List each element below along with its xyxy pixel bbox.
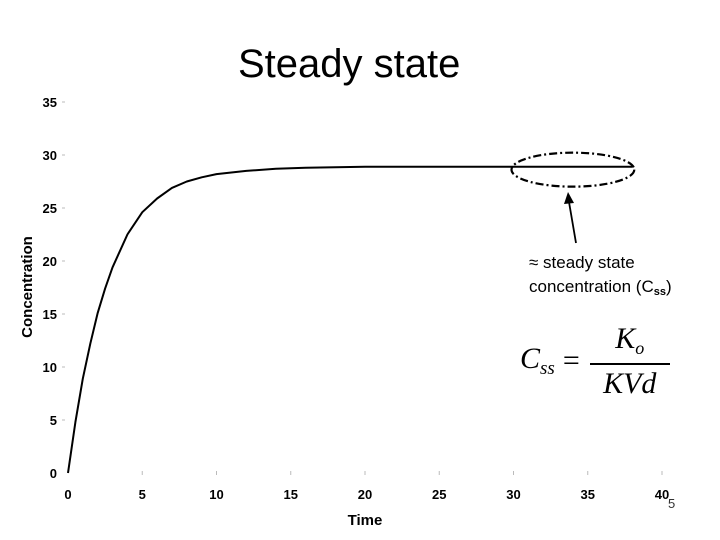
x-tick-label: 10 [209,487,223,502]
annotation-close-paren: ) [665,277,672,296]
axes [62,101,663,475]
y-tick-label: 15 [43,307,57,322]
x-tick-label: 25 [432,487,446,502]
steady-state-highlight [510,151,636,244]
x-tick-label: 35 [581,487,595,502]
x-tick-label: 0 [64,487,71,502]
annotation-arrow-head [564,192,574,204]
annotation-line-2: concentration (Css) [529,275,672,304]
slide-number: 5 [668,496,676,511]
annotation-subscript: ss [653,286,666,298]
y-tick-label: 5 [50,413,57,428]
series-line [67,165,633,474]
annotation-text: concentration (C [529,277,654,296]
formula-fraction-bar [589,363,670,365]
y-tick-label: 10 [43,360,57,375]
formula-numerator-sub: o [635,338,645,358]
x-tick-label: 5 [139,487,146,502]
slide-title: Steady state [238,42,461,86]
formula-lhs: Css [520,342,555,380]
steady-state-formula: Css = Ko KVd [520,322,670,401]
formula-fraction: Ko KVd [589,322,670,401]
formula-lhs-sub: ss [540,358,555,380]
y-tick-label: 20 [43,254,57,269]
steady-state-annotation: ≈ steady state concentration (Css) [529,251,672,304]
y-tick-label: 35 [43,95,57,110]
formula-equals: = [562,344,580,378]
steady-state-ellipse [510,151,636,188]
annotation-line-1: ≈ steady state [529,253,635,272]
y-axis-label: Concentration [19,236,36,338]
formula-lhs-main: C [520,342,541,376]
x-tick-label: 30 [506,487,520,502]
y-tick-label: 25 [43,201,57,216]
y-tick-label: 30 [43,148,57,163]
annotation-arrow-shaft [568,201,577,244]
series [67,165,633,474]
x-tick-label: 20 [358,487,372,502]
formula-numerator-main: K [615,322,636,355]
formula-numerator: Ko [609,322,650,363]
tick-labels: 0 5 10 15 20 25 30 35 40 0 5 10 15 20 25 30 35 [43,95,670,502]
x-tick-label: 15 [284,487,298,502]
formula-denominator: KVd [603,366,657,400]
x-axis-label: Time [348,512,383,529]
y-tick-label: 0 [50,466,57,481]
x-tick-label: 40 [655,487,669,502]
